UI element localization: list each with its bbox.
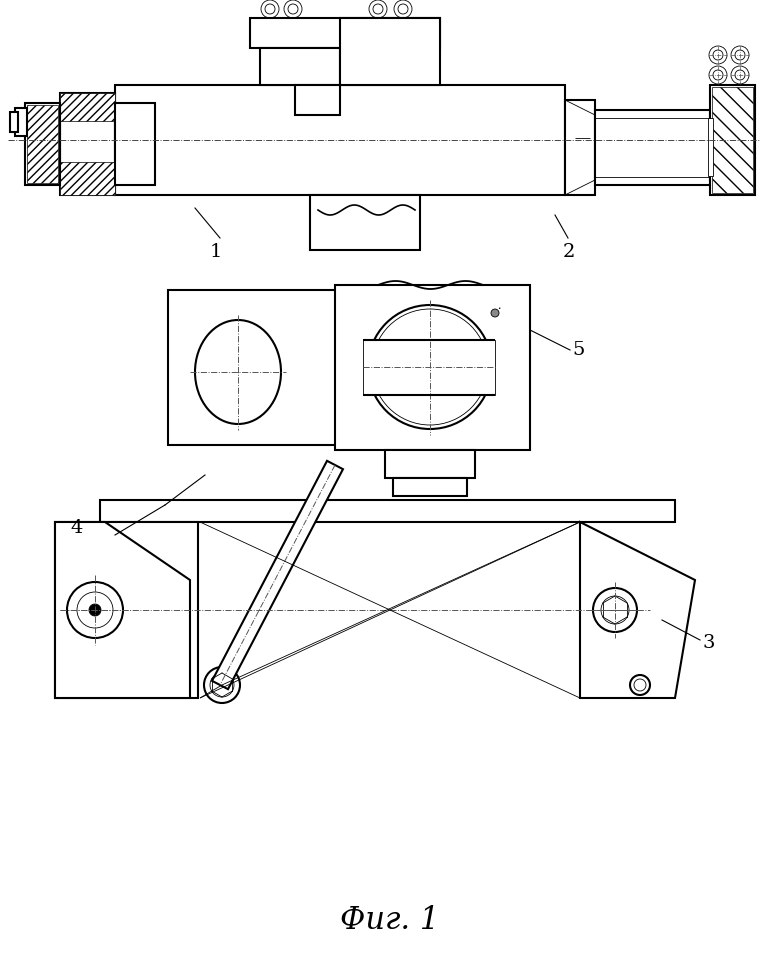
Circle shape — [491, 309, 499, 317]
Bar — [712, 87, 753, 193]
Bar — [340, 18, 440, 85]
Bar — [710, 85, 755, 195]
Bar — [15, 108, 27, 136]
Polygon shape — [580, 522, 695, 698]
Bar — [60, 162, 115, 195]
Ellipse shape — [195, 320, 281, 424]
Polygon shape — [212, 461, 343, 690]
Polygon shape — [55, 522, 190, 698]
Text: Фиг. 1: Фиг. 1 — [340, 904, 440, 935]
Text: 4: 4 — [70, 519, 83, 537]
Bar — [115, 103, 155, 185]
Bar — [10, 112, 18, 132]
Circle shape — [368, 305, 492, 429]
Bar — [393, 478, 467, 496]
Bar — [470, 295, 492, 440]
Bar — [168, 290, 378, 445]
Text: •: • — [497, 306, 501, 311]
Bar — [60, 93, 115, 195]
Bar — [260, 48, 340, 85]
Circle shape — [67, 582, 123, 638]
Text: 5: 5 — [572, 341, 584, 359]
Circle shape — [372, 309, 488, 425]
Polygon shape — [55, 522, 198, 698]
Bar — [335, 285, 530, 450]
Bar — [27, 105, 58, 183]
Bar — [708, 118, 713, 176]
Bar — [470, 295, 492, 440]
Circle shape — [77, 592, 113, 628]
Bar — [100, 500, 675, 522]
Bar — [385, 450, 475, 478]
Circle shape — [89, 604, 101, 616]
Bar — [295, 85, 340, 115]
Bar — [115, 85, 565, 195]
Bar — [310, 195, 420, 250]
Bar — [365, 295, 387, 440]
Bar — [363, 340, 495, 395]
Bar — [25, 103, 60, 185]
Bar — [365, 295, 387, 440]
Text: 2: 2 — [563, 243, 576, 261]
Circle shape — [630, 675, 650, 695]
Bar — [60, 93, 115, 121]
Text: 3: 3 — [702, 634, 714, 652]
Bar — [565, 100, 595, 195]
Circle shape — [634, 679, 646, 691]
Bar — [595, 110, 710, 185]
Bar — [250, 18, 440, 48]
Text: 1: 1 — [210, 243, 222, 261]
